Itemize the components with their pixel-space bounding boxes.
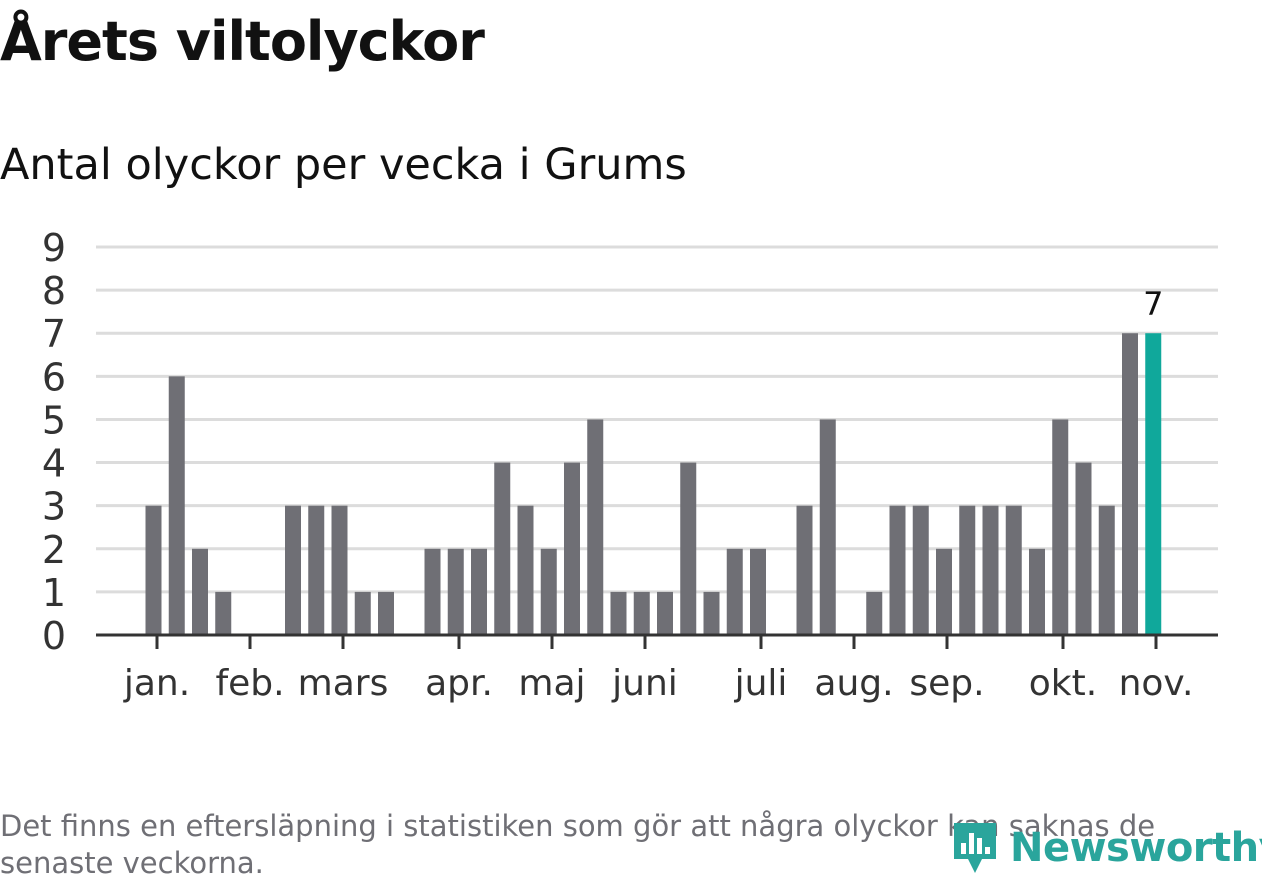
bar bbox=[471, 548, 487, 635]
bar bbox=[587, 419, 604, 635]
bar bbox=[1122, 333, 1138, 635]
x-tick-label: apr. bbox=[425, 663, 493, 704]
bar bbox=[1029, 548, 1045, 635]
bar bbox=[494, 462, 511, 635]
x-tick-label: juli bbox=[734, 663, 788, 704]
y-tick-label: 6 bbox=[42, 355, 66, 399]
bar bbox=[1052, 419, 1069, 635]
bar bbox=[912, 505, 929, 635]
bar bbox=[982, 505, 999, 635]
bar bbox=[796, 505, 813, 635]
y-tick-label: 4 bbox=[42, 442, 66, 486]
x-tick-label: okt. bbox=[1029, 663, 1097, 704]
bar bbox=[424, 548, 441, 635]
y-tick-label: 1 bbox=[42, 571, 66, 615]
bar bbox=[145, 505, 162, 635]
bar bbox=[308, 505, 325, 635]
bar bbox=[331, 505, 348, 635]
bar bbox=[703, 591, 720, 635]
newsworthy-logo: Newsworthy bbox=[950, 818, 1262, 878]
bar bbox=[1005, 505, 1022, 635]
y-tick-label: 3 bbox=[42, 485, 66, 529]
x-tick-label: jan. bbox=[123, 663, 190, 704]
x-tick-label: mars bbox=[298, 663, 389, 704]
x-tick-label: feb. bbox=[215, 663, 284, 704]
x-tick-label: juni bbox=[611, 663, 678, 704]
bar bbox=[517, 505, 534, 635]
bar bbox=[680, 462, 697, 635]
data-label: 7 bbox=[1143, 285, 1163, 323]
y-tick-label: 8 bbox=[42, 269, 66, 313]
bar bbox=[354, 591, 371, 635]
logo-text: Newsworthy bbox=[1010, 825, 1262, 871]
bar bbox=[215, 591, 232, 635]
y-tick-label: 2 bbox=[42, 528, 66, 572]
bar-chart-pin-icon bbox=[954, 823, 996, 873]
x-tick-label: sep. bbox=[909, 663, 984, 704]
bar bbox=[657, 591, 673, 635]
x-tick-label: aug. bbox=[814, 663, 893, 704]
bar bbox=[447, 548, 464, 635]
y-tick-label: 7 bbox=[42, 312, 66, 356]
bar bbox=[633, 591, 650, 635]
bar bbox=[564, 462, 580, 635]
chart-title: Årets viltolyckor bbox=[0, 10, 485, 73]
x-tick-label: maj bbox=[518, 663, 585, 704]
bar bbox=[378, 591, 394, 635]
chart-subtitle: Antal olyckor per vecka i Grums bbox=[0, 140, 687, 190]
bar bbox=[540, 548, 557, 635]
bar bbox=[1075, 462, 1092, 635]
x-tick-label: nov. bbox=[1119, 663, 1194, 704]
bar bbox=[610, 591, 627, 635]
bar bbox=[192, 548, 208, 635]
y-tick-label: 0 bbox=[42, 614, 66, 658]
bar bbox=[726, 548, 743, 635]
bar bbox=[866, 591, 883, 635]
bar bbox=[959, 505, 976, 635]
bar bbox=[819, 419, 836, 635]
bar bbox=[168, 376, 185, 635]
highlight-bar bbox=[1145, 333, 1162, 635]
bar bbox=[285, 505, 301, 635]
y-tick-label: 5 bbox=[42, 398, 66, 442]
bar bbox=[936, 548, 952, 635]
bar bbox=[889, 505, 906, 635]
y-tick-label: 9 bbox=[42, 226, 66, 270]
bar bbox=[750, 548, 766, 635]
bar bbox=[1098, 505, 1115, 635]
